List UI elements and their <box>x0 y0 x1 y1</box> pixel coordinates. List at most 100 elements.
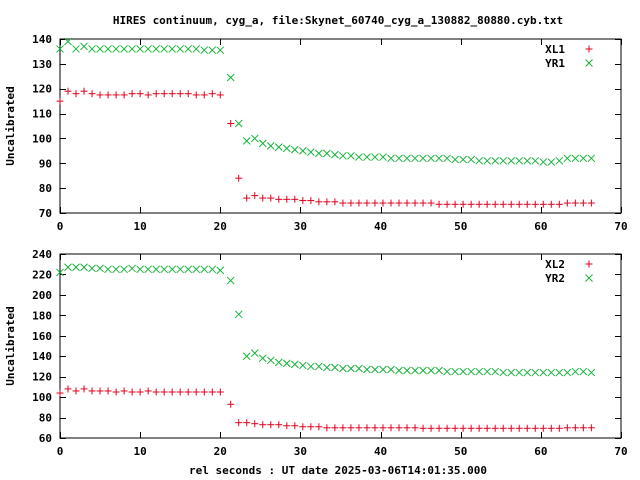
data-point <box>451 200 459 208</box>
data-point <box>315 423 323 431</box>
x-tick-label: 70 <box>614 220 627 233</box>
data-point <box>515 424 523 432</box>
legend-marker <box>585 45 593 53</box>
data-point <box>64 263 72 272</box>
data-point <box>112 388 120 396</box>
data-point <box>128 90 136 98</box>
data-point <box>258 139 267 148</box>
data-point <box>160 265 169 274</box>
data-point <box>339 424 347 432</box>
data-point <box>176 45 185 53</box>
data-point <box>227 120 235 128</box>
data-point <box>64 37 72 46</box>
data-point <box>547 158 556 166</box>
y-tick-label: 140 <box>32 350 52 363</box>
data-point <box>96 91 104 99</box>
data-point <box>104 387 112 395</box>
data-point <box>571 199 579 207</box>
data-point <box>451 367 459 376</box>
data-point <box>355 153 363 161</box>
data-point <box>587 199 595 207</box>
data-point <box>323 149 331 158</box>
data-point <box>411 424 419 432</box>
data-point <box>347 424 355 432</box>
data-point <box>136 388 144 396</box>
chart-title: HIRES continuum, cyg_a, file:Skynet_6074… <box>113 14 563 27</box>
data-point <box>347 364 355 373</box>
data-point <box>250 349 259 358</box>
data-point <box>563 368 572 377</box>
data-point <box>491 200 499 208</box>
plot-panel-2: 0 10 20 30 40 50 60 70 60 80 100 120 140 160 180 200 220… <box>4 248 628 458</box>
x-tick-label: 30 <box>294 445 307 458</box>
data-point <box>72 263 80 272</box>
data-point <box>435 366 443 375</box>
data-point <box>491 156 500 165</box>
data-point <box>499 156 508 165</box>
data-point <box>112 91 120 99</box>
data-point <box>531 368 540 377</box>
data-point <box>298 361 307 370</box>
data-point <box>387 365 395 374</box>
data-point <box>403 199 411 207</box>
data-point <box>515 368 524 377</box>
data-point <box>282 144 291 153</box>
y-tick-label: 130 <box>32 58 52 71</box>
data-point <box>539 158 548 166</box>
data-point <box>443 200 451 208</box>
data-point <box>152 388 160 396</box>
data-point <box>483 424 491 432</box>
data-point <box>571 367 580 376</box>
data-point <box>387 154 395 163</box>
data-point <box>315 198 323 206</box>
data-point <box>419 199 427 207</box>
data-point <box>120 91 128 99</box>
data-point <box>339 199 347 207</box>
data-point <box>459 200 467 208</box>
data-point <box>168 45 177 53</box>
data-point <box>184 45 193 53</box>
data-point <box>88 90 96 98</box>
data-point <box>291 422 299 430</box>
plot-frame <box>59 38 622 214</box>
data-point <box>339 364 347 373</box>
data-point <box>363 199 371 207</box>
data-point <box>563 199 571 207</box>
x-tick-label: 70 <box>614 445 627 458</box>
data-point <box>176 388 184 396</box>
data-point <box>483 200 491 208</box>
data-point <box>547 200 555 208</box>
data-point <box>459 424 467 432</box>
data-point <box>274 358 283 367</box>
data-point <box>451 424 459 432</box>
data-point <box>379 424 387 432</box>
data-point <box>267 421 275 429</box>
data-point <box>168 265 177 274</box>
data-point <box>306 362 315 371</box>
x-tick-label: 40 <box>374 220 387 233</box>
data-point <box>323 424 331 432</box>
data-point <box>306 148 315 156</box>
data-point <box>555 424 563 432</box>
data-point <box>80 263 88 272</box>
data-point <box>363 424 371 432</box>
x-tick-label: 0 <box>57 445 64 458</box>
data-point <box>184 90 192 98</box>
data-point <box>72 45 80 53</box>
data-point <box>539 200 547 208</box>
data-point <box>371 424 379 432</box>
data-point <box>355 424 363 432</box>
data-point <box>403 154 411 163</box>
data-point <box>128 45 136 53</box>
data-point <box>208 90 216 98</box>
data-point <box>507 156 516 165</box>
data-point <box>298 147 307 155</box>
legend-label: YR2 <box>545 272 565 285</box>
data-point <box>387 424 395 432</box>
data-point <box>483 156 492 165</box>
data-point <box>64 87 72 95</box>
data-point <box>531 200 539 208</box>
data-point <box>144 265 153 274</box>
